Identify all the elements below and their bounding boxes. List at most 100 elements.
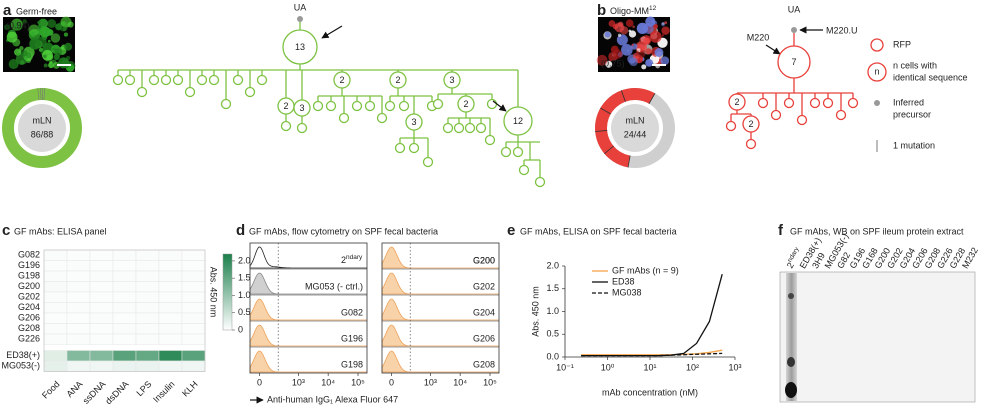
heatmap-cell: [135, 260, 160, 272]
histogram: [249, 298, 367, 321]
root-label: UA: [788, 4, 801, 14]
tree-node: [534, 176, 546, 188]
x-axis-label: mAb concentration (nM): [602, 387, 698, 397]
micrograph-texture: [660, 56, 670, 66]
micrograph-texture: [47, 19, 57, 28]
micrograph-texture: [649, 30, 662, 43]
heatmap-cell: [158, 270, 183, 282]
donut-ring: [2, 88, 82, 168]
donut-arc: [595, 88, 655, 168]
row-label: ED38(+): [6, 350, 40, 360]
plot-frame: [249, 242, 368, 374]
colorbar-tick-label: 0.5: [238, 307, 251, 317]
sample-label: G082: [341, 307, 363, 317]
legend-symbol: [874, 100, 880, 106]
blot-image: [779, 271, 976, 403]
heatmap-cell: [89, 312, 114, 324]
micrograph-texture: [664, 21, 668, 25]
row-label: G206: [18, 313, 40, 323]
heatmap-cell: [89, 360, 114, 372]
heatmap-cell: [158, 360, 183, 372]
tree-node: [809, 97, 821, 109]
panel-title: GF mAbs, ELISA on SPF fecal bacteria: [520, 226, 677, 236]
x-tick-label: 10⁴: [321, 377, 335, 387]
x-tick-label: 10⁵: [351, 377, 365, 387]
x-axis-label: Anti-human IgG₁ Alexa Fluor 647: [267, 394, 398, 404]
heatmap-cell: [89, 281, 114, 293]
tree-node: [770, 109, 782, 121]
micrograph-texture: [39, 26, 51, 38]
micrograph-texture: [35, 36, 47, 48]
x-tick-label: 10³: [292, 377, 305, 387]
donut-divider: [604, 145, 614, 155]
heatmap-cell: [66, 281, 91, 293]
micrograph-texture: [651, 19, 655, 24]
histogram: [381, 246, 499, 269]
donut-divider: [627, 155, 631, 168]
arrow: [321, 25, 343, 39]
micrograph-texture: [661, 26, 670, 35]
tree-node: [453, 122, 465, 134]
heatmap-cell: [66, 360, 91, 372]
row-label: G198: [18, 271, 40, 281]
arrow: [492, 100, 507, 112]
legend-label: ED38: [612, 276, 635, 286]
heatmap-cell: [112, 350, 137, 362]
sample-label: MG053 (- ctrl.): [305, 281, 363, 291]
heatmap-cell: [181, 312, 206, 324]
tree-node: [384, 100, 396, 112]
y-axis-label: Abs. 450 nm: [530, 286, 540, 337]
micrograph-texture: [49, 60, 53, 64]
tree-node: [196, 74, 208, 86]
heatmap-cell: [112, 302, 137, 314]
blot-band: [788, 293, 794, 299]
heatmap-cell: [181, 281, 206, 293]
tree-node: [500, 146, 512, 158]
micrograph-texture: [629, 57, 638, 67]
node-count: 2: [734, 97, 739, 107]
arrow-label: M220.U: [826, 25, 858, 35]
micrograph-texture: [19, 46, 24, 51]
heatmap-frame: [43, 249, 206, 372]
micrograph-texture: [62, 27, 67, 32]
heatmap-cell: [43, 302, 68, 314]
heatmap-cell: [43, 312, 68, 324]
x-tick-label: 10⁰: [601, 362, 615, 372]
donut-label: mLN: [32, 115, 51, 125]
donut-divider: [595, 130, 608, 132]
legend-label: GF mAbs (n = 9): [612, 265, 679, 275]
micrograph-texture: [37, 20, 41, 25]
sample-label: 2ndary: [341, 254, 363, 266]
node-count: 2: [283, 101, 288, 111]
heatmap-cell: [158, 323, 183, 335]
micrograph-texture: [641, 64, 647, 70]
heatmap-cell: [158, 281, 183, 293]
sample-label: G202: [473, 281, 495, 291]
tree-node: [351, 100, 363, 112]
lane-label-sup: ndary: [786, 245, 801, 263]
micrograph-texture: [52, 47, 56, 51]
node-count: 3: [299, 103, 304, 113]
legend-label: MG038: [612, 287, 642, 297]
tree-node: [312, 100, 324, 112]
node-count: 12: [513, 116, 523, 126]
micrograph-texture: [47, 39, 51, 43]
micrograph-texture: [617, 33, 622, 37]
tree-node: [280, 120, 292, 132]
colorbar-tick-label: 2.0: [238, 255, 251, 265]
tree-node: [484, 134, 496, 146]
colorbar-tick-label: 0: [238, 324, 243, 334]
micrograph-texture: [604, 31, 611, 38]
tree-node: [296, 122, 308, 134]
heatmap-cell: [112, 260, 137, 272]
tree-node: [442, 122, 454, 134]
tree-node: [208, 74, 220, 86]
node-count: 2: [339, 75, 344, 85]
column-label: LPS: [134, 379, 153, 398]
heatmap-cell: [135, 350, 160, 362]
tree-node: [745, 138, 757, 150]
micrograph-texture: [4, 24, 11, 31]
micrograph-texture: [608, 20, 616, 27]
heatmap-cell: [89, 350, 114, 362]
histogram: [249, 350, 367, 373]
